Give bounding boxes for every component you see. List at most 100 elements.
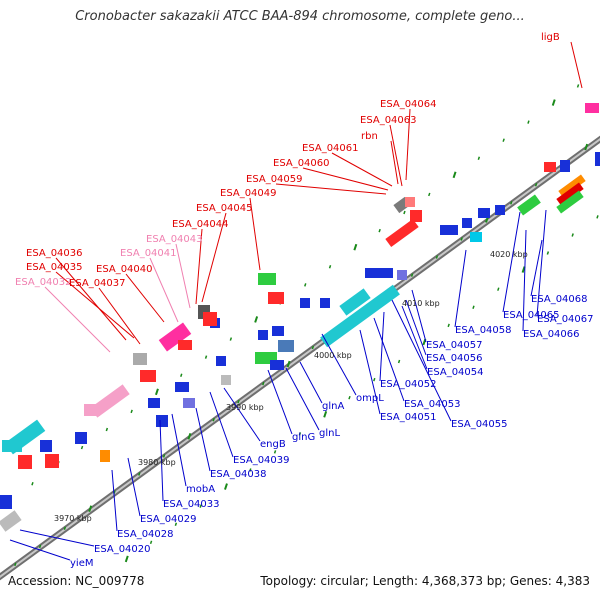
- gene-label[interactable]: ESA_04036: [26, 248, 83, 259]
- gene-glyph[interactable]: [272, 326, 284, 336]
- gene-glyph[interactable]: [405, 197, 415, 207]
- gene-glyph[interactable]: [385, 218, 419, 248]
- gene-glyph[interactable]: [178, 340, 192, 350]
- gene-label[interactable]: ESA_04044: [172, 219, 229, 230]
- gene-label[interactable]: ESA_04045: [196, 203, 253, 214]
- gene-features[interactable]: [0, 103, 600, 532]
- gene-label[interactable]: ESA_04054: [427, 367, 484, 378]
- gene-label[interactable]: rbn: [361, 131, 378, 142]
- gene-glyph[interactable]: [544, 162, 556, 172]
- gene-label[interactable]: ESA_04035: [26, 262, 83, 273]
- gene-glyph[interactable]: [175, 382, 189, 392]
- gene-label[interactable]: ESA_04066: [523, 329, 580, 340]
- leader-line: [275, 183, 387, 195]
- gene-glyph[interactable]: [84, 404, 100, 416]
- gene-glyph[interactable]: [495, 205, 505, 215]
- gene-glyph[interactable]: [462, 218, 472, 228]
- gene-label[interactable]: ompL: [356, 393, 384, 404]
- gene-label[interactable]: yieM: [70, 558, 93, 569]
- gene-glyph[interactable]: [365, 268, 393, 278]
- gene-label[interactable]: ESA_04060: [273, 158, 330, 169]
- gene-label[interactable]: ESA_04061: [302, 143, 359, 154]
- gene-label[interactable]: ESA_04037: [69, 278, 126, 289]
- gene-label[interactable]: ESA_04055: [451, 419, 508, 430]
- gene-label[interactable]: ESA_04059: [246, 174, 303, 185]
- gene-label[interactable]: mobA: [186, 484, 215, 495]
- gene-glyph[interactable]: [221, 375, 231, 385]
- gene-label[interactable]: ESA_04053: [404, 399, 461, 410]
- tick-mark: [527, 120, 530, 124]
- gene-glyph[interactable]: [0, 495, 12, 509]
- gene-glyph[interactable]: [203, 312, 217, 326]
- gene-label[interactable]: ESA_04067: [537, 314, 594, 325]
- gene-label[interactable]: ESA_04052: [380, 379, 437, 390]
- gene-glyph[interactable]: [183, 398, 195, 408]
- gene-glyph[interactable]: [140, 370, 156, 382]
- gene-glyph[interactable]: [517, 194, 541, 216]
- gene-label[interactable]: glnL: [319, 428, 340, 439]
- gene-glyph[interactable]: [585, 103, 599, 113]
- gene-glyph[interactable]: [556, 182, 584, 206]
- gene-glyph[interactable]: [75, 432, 87, 444]
- gene-glyph[interactable]: [156, 415, 168, 427]
- gene-glyph[interactable]: [158, 322, 192, 352]
- gene-glyph[interactable]: [440, 225, 458, 235]
- gene-label[interactable]: ESA_04057: [426, 340, 483, 351]
- gene-glyph[interactable]: [556, 190, 584, 214]
- gene-label[interactable]: ESA_04056: [426, 353, 483, 364]
- gene-label[interactable]: ESA_04033: [163, 499, 220, 510]
- gene-label[interactable]: ESA_04028: [117, 529, 174, 540]
- gene-label[interactable]: ESA_04058: [455, 325, 512, 336]
- gene-glyph[interactable]: [2, 440, 22, 452]
- tick-mark: [571, 233, 574, 237]
- gene-glyph[interactable]: [40, 440, 52, 452]
- gene-label[interactable]: ligB: [541, 32, 560, 43]
- gene-glyph[interactable]: [558, 174, 586, 198]
- gene-label[interactable]: ESA_04051: [380, 412, 437, 423]
- gene-glyph[interactable]: [397, 270, 407, 280]
- gene-label[interactable]: ESA_04032: [15, 277, 72, 288]
- gene-glyph[interactable]: [270, 360, 284, 370]
- gene-glyph[interactable]: [339, 288, 371, 316]
- gene-label[interactable]: ESA_04043: [146, 234, 203, 245]
- gene-label[interactable]: ESA_04040: [96, 264, 153, 275]
- gene-glyph[interactable]: [560, 160, 570, 172]
- gene-glyph[interactable]: [278, 340, 294, 352]
- gene-label[interactable]: ESA_04065: [503, 310, 560, 321]
- gene-glyph[interactable]: [595, 152, 600, 166]
- gene-glyph[interactable]: [258, 330, 268, 340]
- gene-glyph[interactable]: [300, 298, 310, 308]
- gene-glyph[interactable]: [478, 208, 490, 218]
- gene-glyph[interactable]: [133, 353, 147, 365]
- gene-glyph[interactable]: [268, 292, 284, 304]
- gene-label[interactable]: ESA_04029: [140, 514, 197, 525]
- gene-glyph[interactable]: [470, 232, 482, 242]
- gene-glyph[interactable]: [90, 384, 130, 418]
- kbp-tick-label: 3990 kbp: [226, 403, 264, 412]
- gene-glyph[interactable]: [0, 510, 22, 532]
- gene-glyph[interactable]: [258, 273, 276, 285]
- gene-glyph[interactable]: [320, 298, 330, 308]
- leader-line: [285, 367, 320, 431]
- gene-label[interactable]: glnG: [292, 432, 315, 443]
- gene-glyph[interactable]: [45, 454, 59, 468]
- gene-label[interactable]: ESA_04020: [94, 544, 151, 555]
- gene-label[interactable]: ESA_04064: [380, 99, 437, 110]
- gene-glyph[interactable]: [410, 210, 422, 222]
- gene-glyph[interactable]: [320, 284, 400, 348]
- gene-label[interactable]: glnA: [322, 401, 344, 412]
- leader-line: [44, 286, 111, 353]
- gene-label[interactable]: ESA_04063: [360, 115, 417, 126]
- gene-label[interactable]: ESA_04049: [220, 188, 277, 199]
- gene-glyph[interactable]: [100, 450, 110, 462]
- gene-glyph[interactable]: [216, 356, 226, 366]
- gene-glyph[interactable]: [148, 398, 160, 408]
- gene-glyph[interactable]: [18, 455, 32, 469]
- gene-label[interactable]: ESA_04039: [233, 455, 290, 466]
- gene-label[interactable]: ESA_04068: [531, 294, 588, 305]
- gene-label[interactable]: ESA_04041: [120, 248, 177, 259]
- gene-label[interactable]: ESA_04038: [210, 469, 267, 480]
- gene-label[interactable]: engB: [260, 439, 286, 450]
